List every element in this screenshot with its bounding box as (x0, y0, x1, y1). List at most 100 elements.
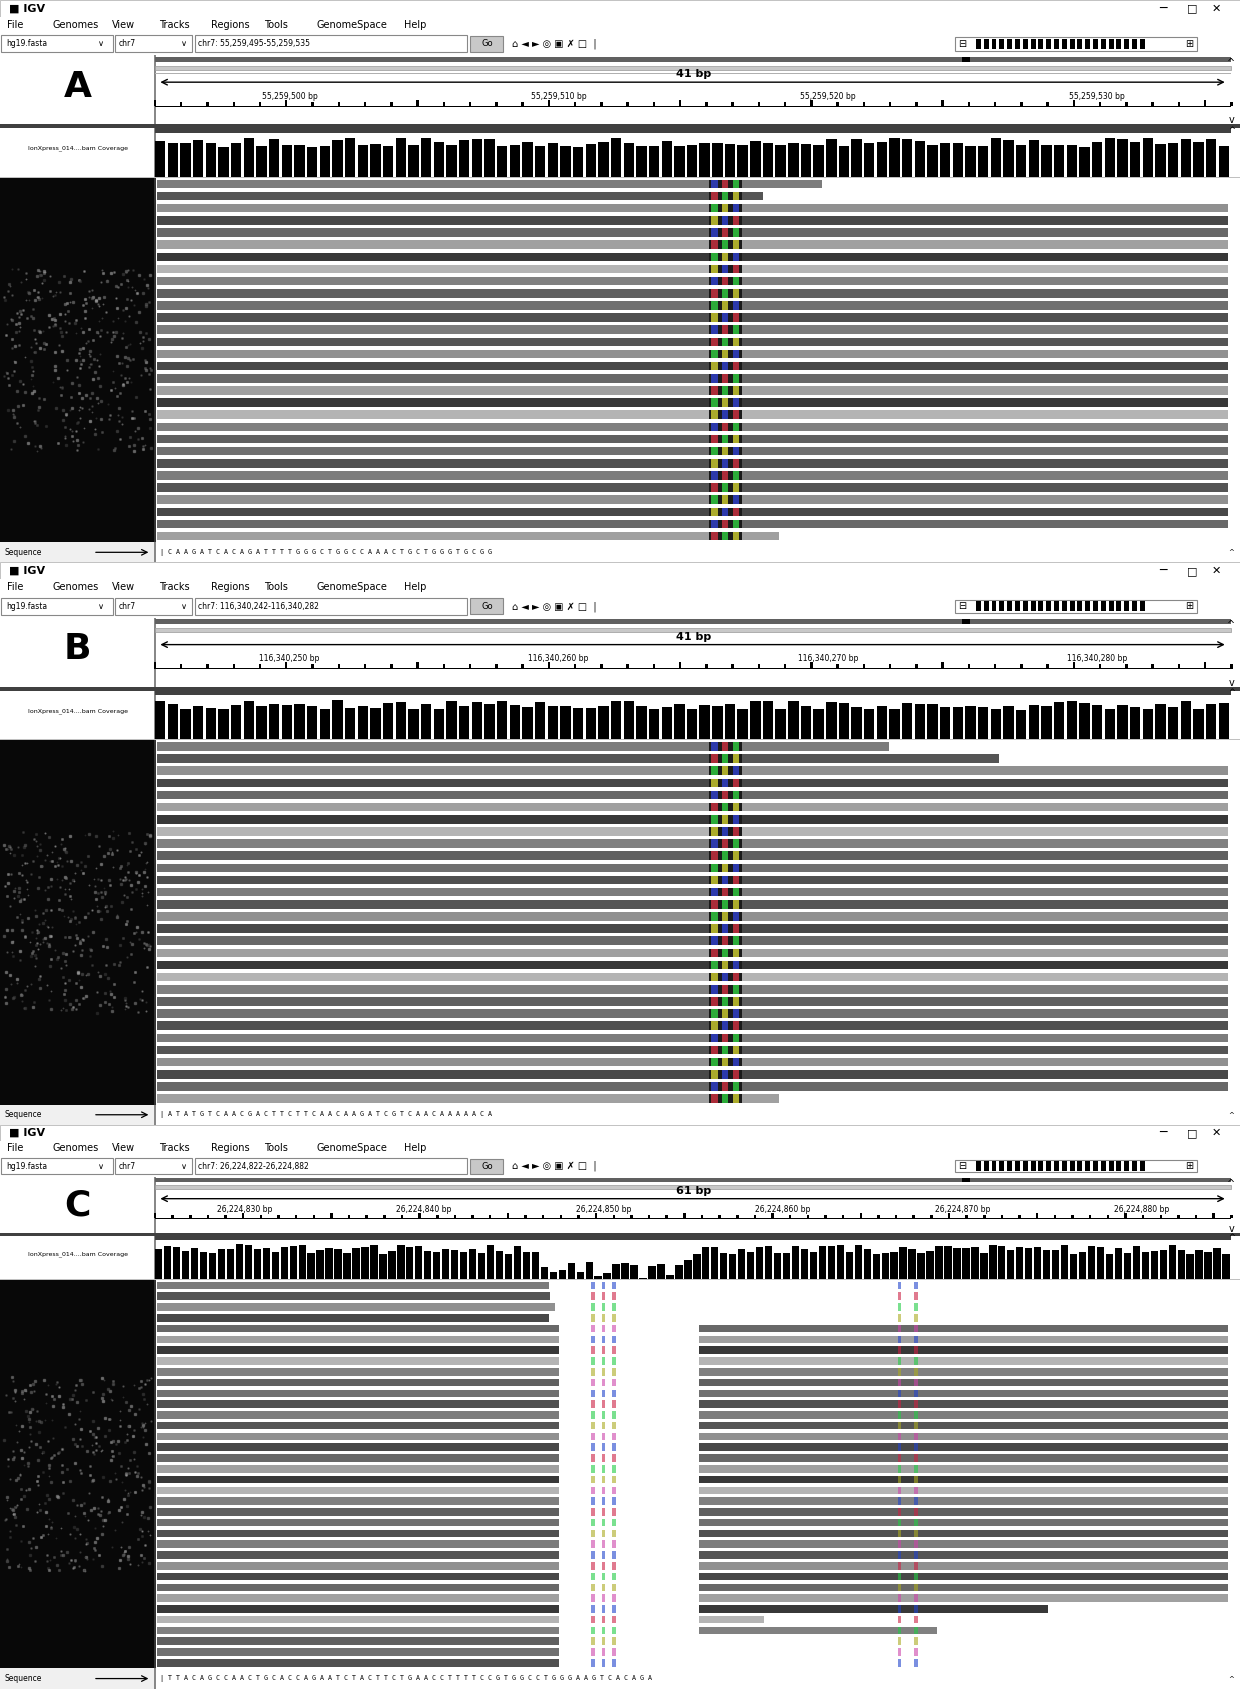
Bar (157, 790, 1228, 799)
Bar (611, 138, 621, 177)
Bar (157, 1390, 558, 1397)
Bar (914, 1432, 918, 1441)
Bar (722, 301, 728, 309)
Bar (722, 755, 728, 763)
Bar (157, 1637, 558, 1645)
Bar (560, 706, 570, 740)
Bar (926, 1252, 934, 1280)
Bar (1018, 1214, 1021, 1218)
Bar (698, 1454, 1228, 1461)
Bar (698, 1540, 1228, 1549)
Bar (1180, 138, 1192, 177)
Text: chr7: chr7 (119, 39, 136, 49)
Bar (154, 177, 156, 542)
Bar (859, 1213, 862, 1218)
Bar (709, 961, 742, 969)
Bar (898, 1605, 901, 1613)
Bar (601, 1594, 605, 1601)
Bar (712, 1034, 718, 1042)
Bar (1204, 100, 1207, 106)
Bar (157, 471, 1228, 480)
Bar (1061, 601, 1066, 611)
Bar (1061, 39, 1066, 49)
Bar (709, 532, 742, 540)
Bar (966, 145, 976, 177)
Bar (774, 1253, 781, 1280)
Bar (548, 100, 551, 106)
Bar (157, 350, 1228, 358)
Bar (722, 495, 728, 503)
Bar (441, 1250, 449, 1280)
Bar (157, 1464, 558, 1473)
Bar (898, 1422, 901, 1429)
Bar (157, 1518, 558, 1527)
Bar (712, 179, 718, 187)
Bar (733, 973, 739, 981)
Bar (630, 1265, 637, 1280)
Bar (898, 1378, 901, 1387)
Bar (227, 1248, 234, 1280)
Bar (698, 1444, 1228, 1451)
Bar (750, 701, 760, 740)
Bar (578, 1214, 580, 1218)
Bar (733, 1034, 739, 1042)
Bar (722, 961, 728, 969)
Bar (157, 495, 1228, 503)
Bar (914, 1616, 918, 1623)
Text: 26,224,830 bp: 26,224,830 bp (217, 1206, 273, 1214)
Bar (207, 1214, 210, 1218)
Bar (1042, 706, 1052, 740)
Bar (505, 1253, 512, 1280)
Bar (613, 1368, 616, 1375)
Bar (1156, 704, 1166, 740)
Bar (154, 662, 156, 669)
Bar (236, 1245, 243, 1280)
Bar (889, 664, 892, 669)
Bar (709, 1057, 742, 1066)
Text: ∨: ∨ (181, 39, 187, 49)
Bar (157, 1444, 558, 1451)
Bar (363, 664, 366, 669)
Bar (962, 620, 970, 625)
Bar (1021, 101, 1023, 106)
Bar (1030, 39, 1035, 49)
Bar (775, 709, 786, 740)
Bar (733, 326, 739, 334)
Bar (157, 326, 1228, 334)
Bar (698, 1605, 1048, 1613)
Bar (733, 741, 739, 750)
Bar (560, 145, 570, 177)
Bar (281, 145, 291, 177)
Bar (966, 1214, 968, 1218)
Bar (1014, 39, 1021, 49)
Bar (613, 1648, 616, 1655)
Text: Go: Go (481, 601, 494, 611)
Text: ^: ^ (1228, 1233, 1235, 1243)
Bar (157, 985, 1228, 993)
Bar (914, 1562, 918, 1569)
Bar (712, 387, 718, 395)
Bar (914, 1368, 918, 1375)
Bar (1054, 1162, 1059, 1170)
Text: 41 bp: 41 bp (676, 632, 711, 642)
Bar (259, 664, 262, 669)
Bar (1054, 703, 1064, 740)
Bar (898, 1476, 901, 1483)
Bar (914, 1551, 918, 1559)
Bar (1132, 1162, 1137, 1170)
Bar (698, 1616, 764, 1623)
Bar (1143, 709, 1153, 740)
Bar (722, 434, 728, 443)
Bar (613, 1540, 616, 1549)
Bar (709, 434, 742, 443)
Bar (157, 361, 1228, 370)
Bar (613, 1551, 616, 1559)
Bar (193, 706, 203, 740)
Bar (408, 145, 419, 177)
Bar (709, 495, 742, 503)
Bar (157, 1083, 1228, 1091)
Bar (709, 338, 742, 346)
Bar (947, 1213, 950, 1218)
Bar (397, 1245, 404, 1280)
Text: 55,259,500 bp: 55,259,500 bp (262, 91, 317, 101)
